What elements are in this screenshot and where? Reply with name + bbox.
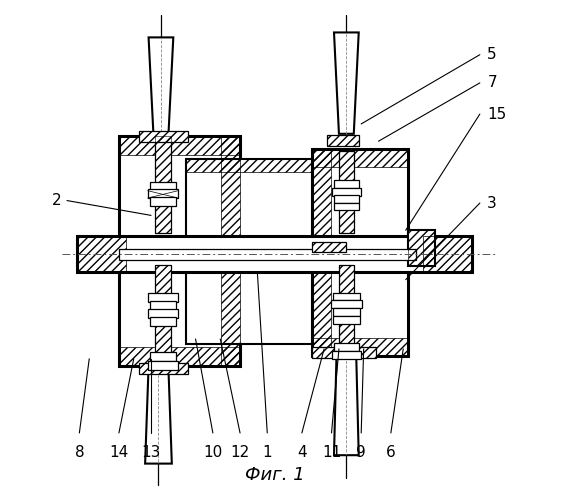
Bar bbox=[334, 202, 359, 210]
Bar bbox=[139, 362, 188, 374]
Bar bbox=[150, 182, 176, 190]
Bar bbox=[150, 317, 176, 326]
Bar bbox=[312, 242, 346, 252]
Bar bbox=[423, 236, 472, 272]
Text: 4: 4 bbox=[297, 446, 307, 460]
Bar bbox=[148, 293, 178, 302]
Bar bbox=[339, 151, 354, 232]
Text: 7: 7 bbox=[488, 76, 497, 90]
Bar bbox=[312, 148, 408, 168]
Text: 6: 6 bbox=[386, 446, 395, 460]
Text: 9: 9 bbox=[356, 446, 366, 460]
Bar bbox=[155, 136, 171, 232]
Text: 5: 5 bbox=[488, 47, 497, 62]
Text: 15: 15 bbox=[488, 106, 507, 122]
Text: 2: 2 bbox=[52, 193, 62, 208]
Text: 12: 12 bbox=[230, 446, 250, 460]
Bar bbox=[155, 136, 171, 232]
Bar bbox=[148, 310, 178, 318]
Bar bbox=[332, 351, 361, 359]
Bar bbox=[312, 347, 376, 358]
Bar bbox=[312, 338, 408, 356]
Bar bbox=[339, 265, 354, 356]
Text: 11: 11 bbox=[322, 446, 341, 460]
Text: 1: 1 bbox=[262, 446, 272, 460]
Bar bbox=[77, 236, 472, 272]
Text: 14: 14 bbox=[109, 446, 129, 460]
Bar bbox=[333, 292, 360, 300]
Bar bbox=[408, 230, 435, 266]
Bar bbox=[119, 136, 240, 366]
Text: Фиг. 1: Фиг. 1 bbox=[245, 466, 305, 484]
Bar bbox=[119, 348, 240, 366]
Bar bbox=[331, 300, 362, 308]
Bar bbox=[327, 136, 359, 146]
Bar bbox=[148, 361, 178, 370]
Bar bbox=[408, 230, 435, 266]
Text: 3: 3 bbox=[488, 196, 497, 210]
Bar bbox=[155, 265, 171, 366]
Bar bbox=[334, 344, 359, 351]
Bar bbox=[334, 180, 359, 188]
Polygon shape bbox=[334, 32, 359, 134]
Text: 8: 8 bbox=[75, 446, 84, 460]
Bar bbox=[339, 151, 354, 232]
Bar bbox=[334, 195, 359, 203]
Bar bbox=[150, 352, 176, 361]
Polygon shape bbox=[145, 366, 172, 464]
Polygon shape bbox=[149, 38, 173, 136]
Polygon shape bbox=[334, 356, 359, 455]
Bar bbox=[312, 148, 331, 356]
Bar bbox=[139, 132, 188, 142]
Bar bbox=[150, 302, 176, 310]
Bar bbox=[332, 188, 361, 196]
Bar bbox=[333, 308, 360, 316]
Bar bbox=[155, 265, 171, 366]
Bar bbox=[312, 148, 408, 356]
Bar bbox=[119, 136, 240, 155]
Bar bbox=[186, 158, 312, 344]
Bar bbox=[77, 236, 126, 272]
Bar bbox=[339, 265, 354, 356]
Bar bbox=[148, 189, 178, 198]
Bar bbox=[333, 316, 360, 324]
Bar bbox=[119, 249, 416, 260]
Bar bbox=[221, 136, 240, 366]
Text: 10: 10 bbox=[203, 446, 222, 460]
Bar bbox=[186, 158, 312, 172]
Text: 13: 13 bbox=[141, 446, 161, 460]
Bar bbox=[150, 196, 176, 205]
